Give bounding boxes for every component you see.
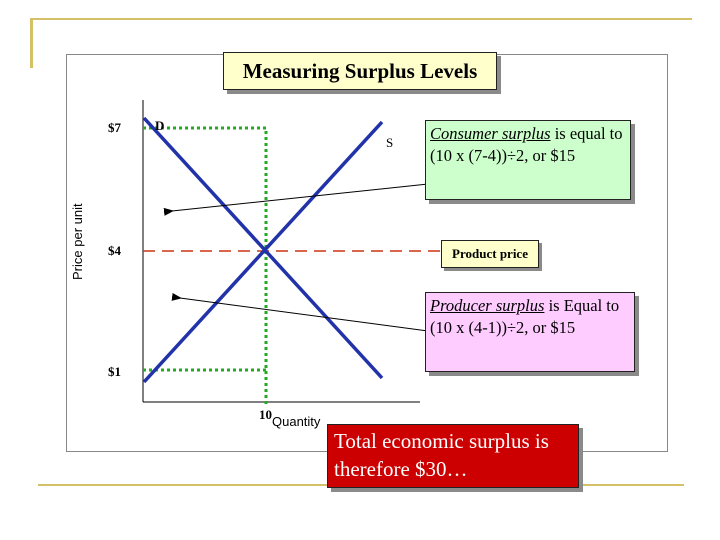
page-title: Measuring Surplus Levels (223, 52, 497, 90)
price-label-4: $4 (108, 243, 121, 258)
consumer-surplus-text: is equal to (10 x (7-4))÷2, or $15 (430, 124, 623, 165)
product-price-label: Product price (441, 240, 539, 268)
consumer-surplus-term: Consumer surplus (430, 124, 551, 143)
consumer-surplus-callout: Consumer surplus is equal to (10 x (7-4)… (425, 120, 631, 200)
supply-label: S (386, 135, 394, 150)
producer-surplus-callout: Producer surplus is Equal to (10 x (4-1)… (425, 292, 635, 372)
total-surplus-box: Total economic surplus is therefore $30… (327, 424, 579, 488)
producer-surplus-arrow (171, 292, 429, 332)
y-axis-label: Price per unit (70, 203, 85, 280)
x-axis-label: Quantity (272, 414, 321, 429)
supply-curve (142, 120, 384, 384)
price-label-7: $7 (108, 120, 121, 135)
decoration-vertical-line (30, 18, 33, 68)
consumer-surplus-arrow (163, 183, 429, 216)
producer-surplus-text: is Equal to (10 x (4-1))÷2, or $15 (430, 296, 620, 337)
upper-guide-dotted (143, 126, 268, 404)
producer-surplus-term: Producer surplus (430, 296, 545, 315)
demand-label: D (155, 118, 165, 133)
decoration-top-line (30, 18, 692, 20)
price-label-1: $1 (108, 364, 121, 379)
quantity-tick-10: 10 (259, 407, 272, 422)
demand-curve (142, 116, 384, 380)
